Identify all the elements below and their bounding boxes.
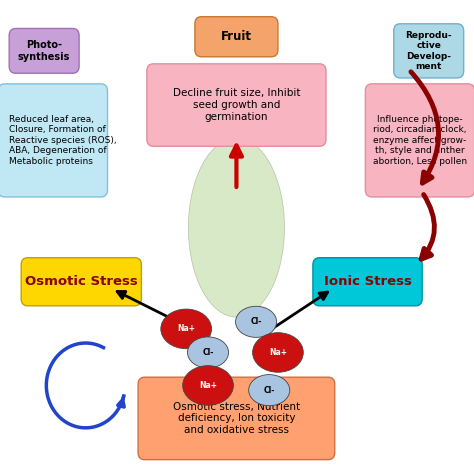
FancyBboxPatch shape xyxy=(9,28,79,73)
Text: Na+: Na+ xyxy=(199,381,217,390)
Text: Reduced leaf area,
Closure, Formation of
Reactive species (ROS),
ABA, Degenerati: Reduced leaf area, Closure, Formation of… xyxy=(9,115,117,166)
FancyBboxPatch shape xyxy=(138,377,335,460)
FancyBboxPatch shape xyxy=(195,17,278,57)
Text: Reprodu-
ctive
Develop-
ment: Reprodu- ctive Develop- ment xyxy=(405,31,452,71)
Ellipse shape xyxy=(249,374,290,406)
Ellipse shape xyxy=(253,333,303,372)
Ellipse shape xyxy=(188,138,284,317)
FancyBboxPatch shape xyxy=(147,64,326,146)
Text: Na+: Na+ xyxy=(269,348,287,357)
Text: Ionic Stress: Ionic Stress xyxy=(324,275,411,288)
Text: Osmotic stress, Nutrient
deficiency, Ion toxicity
and oxidative stress: Osmotic stress, Nutrient deficiency, Ion… xyxy=(173,402,300,435)
Ellipse shape xyxy=(236,306,277,337)
Text: Fruit: Fruit xyxy=(221,30,252,43)
Text: Cl-: Cl- xyxy=(250,317,262,326)
FancyBboxPatch shape xyxy=(313,258,422,306)
Text: Na+: Na+ xyxy=(177,324,195,333)
Text: Cl-: Cl- xyxy=(264,386,275,395)
FancyBboxPatch shape xyxy=(0,84,108,197)
Text: Cl-: Cl- xyxy=(202,348,214,357)
Ellipse shape xyxy=(161,309,211,349)
Text: Decline fruit size, Inhibit
seed growth and
germination: Decline fruit size, Inhibit seed growth … xyxy=(173,89,300,122)
FancyBboxPatch shape xyxy=(21,258,141,306)
Text: Osmotic Stress: Osmotic Stress xyxy=(25,275,137,288)
Ellipse shape xyxy=(188,337,228,368)
Text: Photo-
synthesis: Photo- synthesis xyxy=(18,40,70,62)
FancyBboxPatch shape xyxy=(394,24,464,78)
FancyBboxPatch shape xyxy=(365,84,474,197)
Text: Influence photope-
riod, circadian clock,
enzyme affect grow-
th, style and anth: Influence photope- riod, circadian clock… xyxy=(373,115,467,166)
Ellipse shape xyxy=(182,365,233,405)
